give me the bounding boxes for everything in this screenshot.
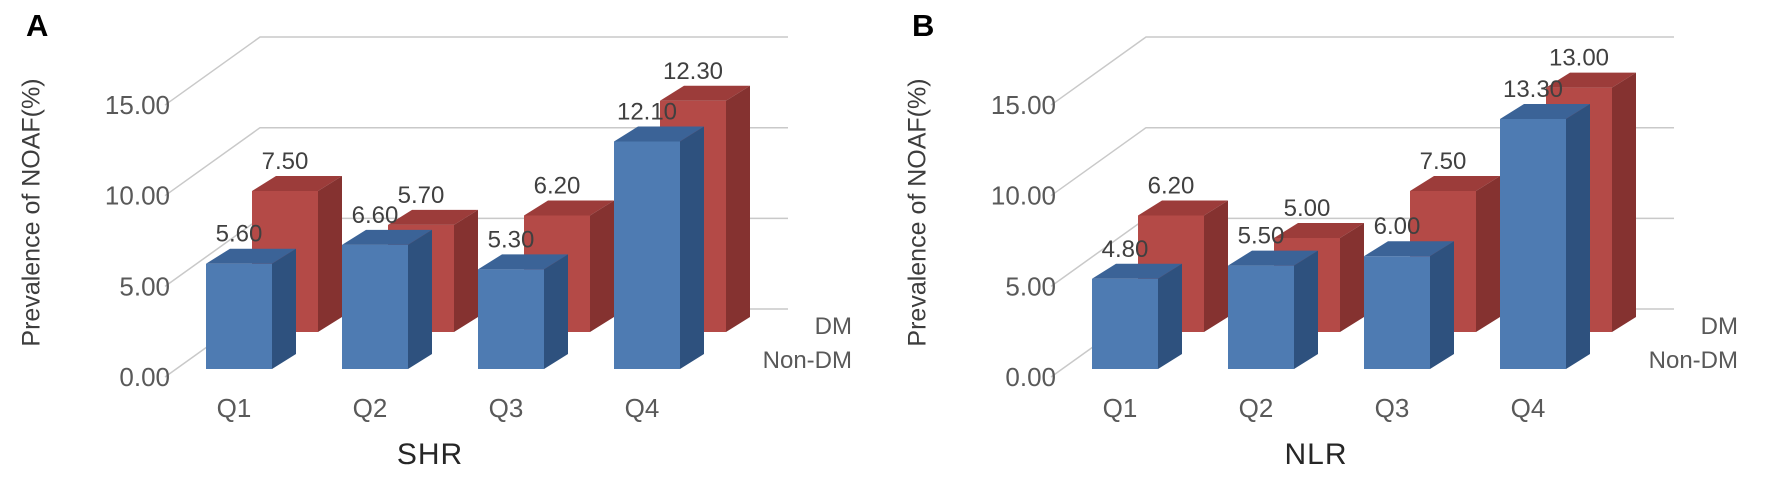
bar-top-Non-DM-Q4 (614, 126, 704, 142)
series-label-front: Non-DM (1649, 347, 1738, 374)
gridline (164, 126, 788, 197)
bar-top-DM-Q3 (524, 200, 614, 216)
value-label-DM-Q4: 13.00 (1549, 45, 1609, 72)
y-tick-label: 15.00 (105, 90, 170, 120)
bar-side-DM-Q4 (1612, 72, 1636, 332)
y-tick-label: 10.00 (991, 181, 1056, 211)
chart-a-canvas: 0.00 5.00 10.00 15.00 7.50 5.70 6.20 12.30 5.60 6… (105, 36, 852, 423)
x-category-label-Q3: Q3 (1375, 393, 1410, 423)
bar-front-Non-DM-Q2 (1228, 265, 1294, 369)
gridline (164, 36, 788, 106)
bar-front-Non-DM-Q2 (342, 244, 408, 369)
bar-side-DM-Q4 (726, 85, 750, 332)
bar-side-DM-Q3 (590, 200, 614, 332)
bar-side-DM-Q1 (1204, 200, 1228, 332)
bar-top-DM-Q4 (1546, 72, 1636, 88)
bar-top-DM-Q2 (388, 209, 478, 225)
value-label-DM-Q4: 12.30 (663, 58, 723, 85)
bar-side-Non-DM-Q4 (1566, 103, 1590, 370)
value-label-Non-DM-Q1: 4.80 (1102, 236, 1149, 263)
bar-side-Non-DM-Q3 (544, 254, 568, 369)
chart-b-canvas: 0.00 5.00 10.00 15.00 6.20 5.00 7.50 13.00 4.80 5… (991, 36, 1738, 423)
bar-top-DM-Q1 (1138, 200, 1228, 216)
bar-top-Non-DM-Q1 (1092, 263, 1182, 279)
value-label-Non-DM-Q3: 6.00 (1374, 213, 1421, 240)
bar-side-Non-DM-Q2 (408, 229, 432, 369)
bar-top-Non-DM-Q2 (342, 229, 432, 245)
y-tick-label: 0.00 (1005, 362, 1056, 392)
y-tick-label: 0.00 (119, 362, 170, 392)
value-label-DM-Q1: 7.50 (262, 148, 309, 175)
value-label-DM-Q3: 7.50 (1420, 148, 1467, 175)
panel-label-a: A (26, 8, 50, 43)
value-label-DM-Q2: 5.00 (1284, 195, 1331, 222)
bar-front-Non-DM-Q3 (478, 269, 544, 369)
bar-side-Non-DM-Q1 (272, 248, 296, 369)
value-label-Non-DM-Q3: 5.30 (488, 226, 535, 253)
x-category-label-Q2: Q2 (1239, 393, 1274, 423)
bar-side-DM-Q1 (318, 176, 342, 332)
x-category-label-Q2: Q2 (353, 393, 388, 423)
bar-side-Non-DM-Q2 (1294, 250, 1318, 369)
chart-panel-b: 0.00 5.00 10.00 15.00 6.20 5.00 7.50 13.00 4.80 5… (886, 0, 1772, 478)
bar-front-Non-DM-Q4 (1500, 118, 1566, 370)
series-label-back: DM (1701, 313, 1738, 340)
bar-top-Non-DM-Q2 (1228, 250, 1318, 266)
panel-label-b: B (912, 8, 936, 43)
bar-top-Non-DM-Q3 (1364, 241, 1454, 257)
bar-side-Non-DM-Q1 (1158, 263, 1182, 369)
value-label-DM-Q3: 6.20 (534, 172, 581, 199)
x-category-label-Q4: Q4 (625, 393, 660, 423)
bar-top-Non-DM-Q1 (206, 248, 296, 264)
x-category-label-Q1: Q1 (217, 393, 252, 423)
bar-side-Non-DM-Q4 (680, 126, 704, 370)
bar-top-DM-Q3 (1410, 176, 1500, 191)
x-category-label-Q1: Q1 (1103, 393, 1138, 423)
gridline (1050, 126, 1674, 197)
series-label-front: Non-DM (763, 347, 852, 374)
y-tick-label: 10.00 (105, 181, 170, 211)
x-category-label-Q3: Q3 (489, 393, 524, 423)
y-tick-label: 5.00 (119, 271, 170, 301)
bar-front-Non-DM-Q3 (1364, 256, 1430, 369)
bar-top-Non-DM-Q3 (478, 254, 568, 270)
value-label-Non-DM-Q2: 6.60 (352, 202, 399, 229)
bar-side-DM-Q2 (1340, 223, 1364, 332)
bar-side-Non-DM-Q3 (1430, 241, 1454, 369)
y-axis-title-a: Prevalence of NOAF(%) (17, 78, 46, 347)
bar-front-Non-DM-Q4 (614, 141, 680, 369)
bar-top-DM-Q4 (660, 85, 750, 101)
gridline (1050, 36, 1674, 106)
value-label-Non-DM-Q1: 5.60 (216, 221, 263, 248)
series-label-back: DM (815, 313, 852, 340)
bar-top-DM-Q2 (1274, 223, 1364, 238)
value-label-Non-DM-Q4: 13.30 (1503, 76, 1563, 103)
value-label-Non-DM-Q2: 5.50 (1238, 223, 1285, 250)
bar-front-Non-DM-Q1 (206, 263, 272, 369)
y-axis-title-b: Prevalence of NOAF(%) (903, 78, 932, 347)
x-axis-title-b: NLR (1284, 438, 1348, 471)
bar-side-DM-Q2 (454, 209, 478, 332)
bar-top-DM-Q1 (252, 176, 342, 191)
y-tick-label: 15.00 (991, 90, 1056, 120)
value-label-DM-Q2: 5.70 (398, 182, 445, 209)
bar-side-DM-Q3 (1476, 176, 1500, 332)
y-tick-label: 5.00 (1005, 271, 1056, 301)
bar-top-Non-DM-Q4 (1500, 103, 1590, 119)
x-category-label-Q4: Q4 (1511, 393, 1546, 423)
bar-front-Non-DM-Q1 (1092, 278, 1158, 369)
value-label-Non-DM-Q4: 12.10 (617, 99, 677, 126)
chart-panel-a: 0.00 5.00 10.00 15.00 7.50 5.70 6.20 12.30 5.60 6… (17, 8, 853, 471)
x-axis-title-a: SHR (396, 438, 464, 471)
value-label-DM-Q1: 6.20 (1148, 172, 1195, 199)
